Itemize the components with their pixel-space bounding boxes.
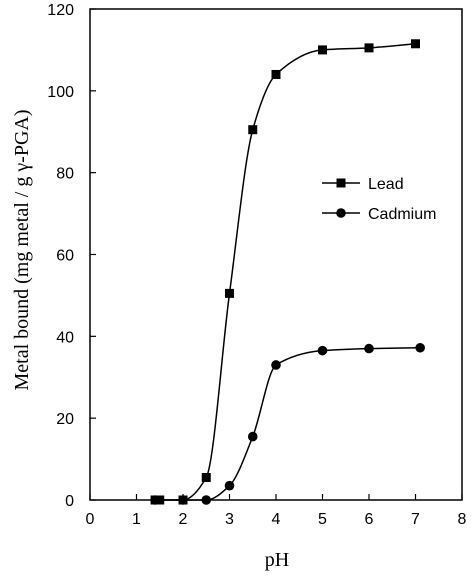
legend-cadmium-label: Cadmium	[368, 206, 436, 223]
x-axis-ticks: 0 1 2 3 4 5 6 7 8	[86, 494, 467, 528]
cadmium-point	[271, 360, 281, 370]
y-tick-label: 20	[56, 411, 74, 428]
series-cadmium	[150, 342, 425, 505]
x-tick-label: 5	[318, 511, 327, 528]
cadmium-point	[150, 495, 160, 505]
x-tick-label: 1	[132, 511, 141, 528]
y-tick-label: 0	[65, 493, 74, 510]
cadmium-point	[224, 480, 235, 491]
x-tick-label: 4	[272, 511, 281, 528]
lead-point	[248, 125, 258, 135]
y-tick-label: 60	[56, 248, 74, 265]
series-layer	[150, 39, 425, 505]
lead-point	[318, 45, 327, 55]
cadmium-point	[201, 495, 212, 505]
y-tick-label: 80	[56, 166, 74, 183]
legend-cadmium-marker	[336, 208, 346, 218]
lead-line	[155, 43, 416, 501]
series-lead	[150, 39, 420, 505]
y-axis-ticks: 0 20 40 60 80 100 120	[47, 2, 96, 510]
legend: Lead Cadmium	[322, 176, 436, 223]
lead-point	[271, 69, 281, 79]
y-axis-label: Metal bound (mg metal / g γ-PGA)	[11, 109, 33, 390]
x-tick-label: 6	[365, 511, 374, 528]
x-tick-label: 3	[225, 511, 234, 528]
lead-point	[411, 39, 420, 49]
plot-border	[89, 8, 463, 501]
plot-frame	[89, 8, 463, 501]
x-tick-label: 7	[411, 511, 420, 528]
legend-lead-marker	[336, 178, 346, 188]
cadmium-point	[364, 343, 374, 354]
legend-lead-label: Lead	[368, 176, 404, 193]
x-axis-label: pH	[265, 549, 289, 571]
cadmium-line	[155, 347, 421, 501]
y-tick-label: 40	[56, 329, 74, 346]
y-tick-label: 100	[47, 84, 74, 101]
cadmium-point	[178, 495, 188, 505]
cadmium-point	[415, 342, 425, 353]
x-tick-label: 2	[179, 511, 188, 528]
x-tick-label: 0	[86, 511, 95, 528]
lead-point	[225, 288, 234, 298]
x-tick-label: 8	[458, 511, 467, 528]
cadmium-point	[247, 431, 258, 442]
lead-point	[364, 43, 374, 53]
lead-point	[201, 472, 211, 482]
cadmium-point	[317, 345, 328, 356]
y-tick-label: 120	[47, 2, 74, 19]
